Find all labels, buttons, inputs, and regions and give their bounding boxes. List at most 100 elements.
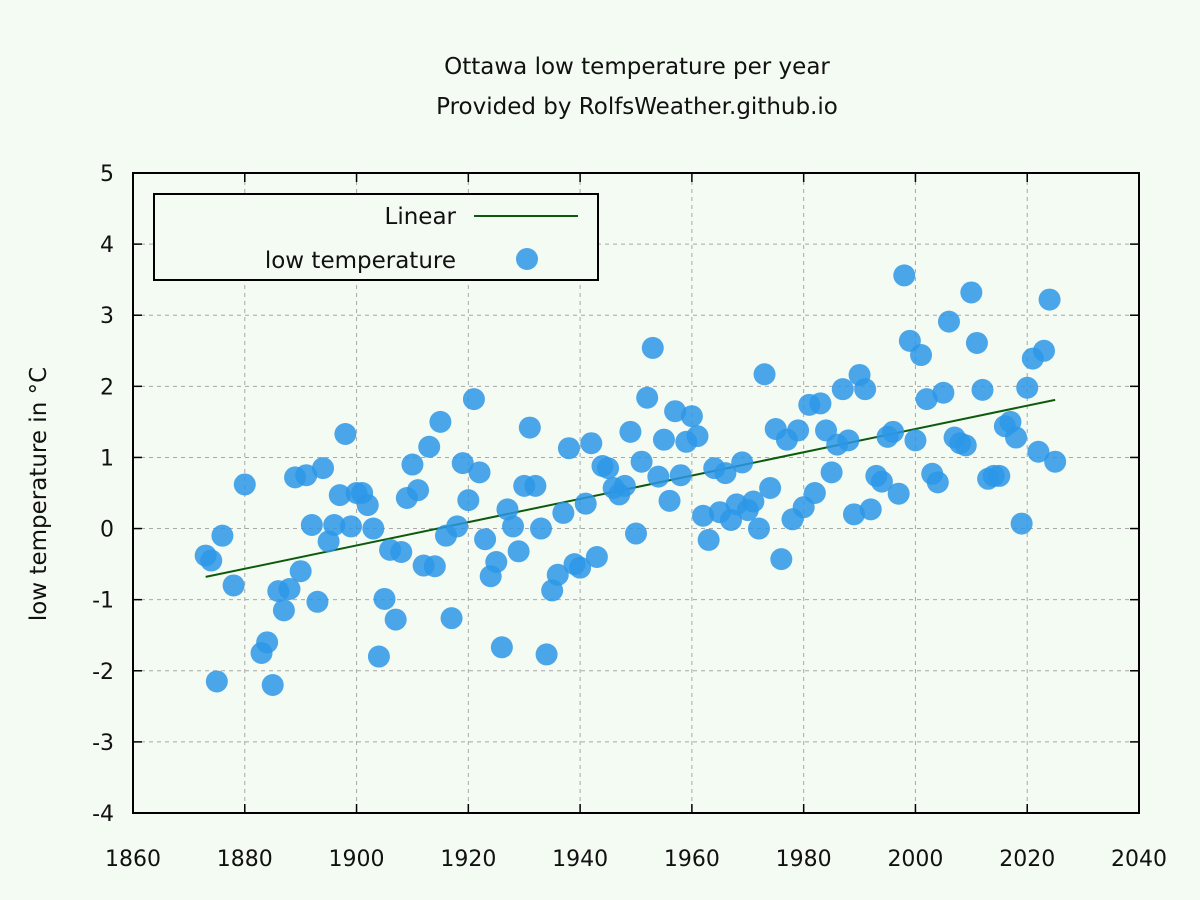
data-point [747,517,770,540]
data-point [323,514,346,536]
data-point [697,528,720,551]
legend-label-linear: Linear [385,204,457,230]
y-tick-label: 4 [100,233,114,258]
data-point [211,524,234,547]
data-point [937,310,960,333]
data-point [328,484,351,507]
legend-label-low-temperature: low temperature [265,248,456,274]
y-tick-label: 2 [100,375,114,400]
data-point [390,541,413,564]
data-point [384,608,407,631]
data-point [859,498,882,521]
data-point [429,410,452,433]
data-point [356,494,379,517]
y-tick-label: -3 [92,731,114,756]
data-point [1010,512,1033,535]
data-point [490,636,513,659]
data-point [803,482,826,504]
data-point [440,607,463,630]
data-point [200,549,223,572]
chart-title: Ottawa low temperature per year [444,54,830,80]
data-point [574,492,597,515]
data-point [300,514,323,536]
legend-swatch-low-temperature [516,248,538,270]
legend: Linear low temperature [153,193,599,281]
data-point [971,378,994,401]
x-tick-label: 2040 [1111,847,1167,872]
data-point [820,461,843,484]
data-point [468,461,491,484]
data-point [418,435,441,458]
data-point [647,465,670,488]
data-point [524,474,547,497]
data-point [910,344,933,367]
data-point [362,517,385,540]
data-point [831,378,854,401]
data-point [1044,450,1067,473]
data-point [619,420,642,443]
data-point [502,515,525,538]
data-point [887,482,910,505]
data-point [669,464,692,487]
data-point [546,563,569,586]
data-point [373,587,396,610]
data-point [960,281,983,304]
y-axis-label: low temperature in °C [26,367,52,621]
data-point [457,489,480,512]
data-point [233,473,256,496]
data-point [401,453,424,476]
plot-frame [132,172,1140,814]
data-point [423,555,446,578]
data-point [893,264,916,287]
data-point [334,422,357,445]
chart-subtitle: Provided by RolfsWeather.github.io [436,94,838,120]
data-point [1032,339,1055,362]
x-tick-label: 1860 [105,847,161,872]
data-point [625,522,647,545]
data-point [837,429,860,452]
data-point [529,517,552,540]
data-point [636,386,659,409]
x-tick-label: 1920 [440,847,496,872]
data-point [652,428,675,451]
data-point [261,674,284,696]
data-point [272,599,295,622]
data-point [854,378,877,401]
data-point [664,400,687,423]
data-point [731,451,754,474]
data-point [770,548,793,571]
data-point [552,501,575,524]
x-tick-label: 1960 [664,847,720,872]
x-tick-label: 2020 [999,847,1055,872]
data-point [787,419,810,442]
y-tick-label: -1 [92,589,114,614]
data-point [658,489,681,512]
data-point [742,490,765,513]
data-point [1038,288,1061,311]
data-point [1016,376,1039,399]
data-point [485,550,508,573]
data-point [965,331,988,354]
data-point [809,392,832,415]
data-point [842,503,865,526]
data-point [580,432,603,455]
data-point [295,464,318,487]
data-point [256,631,279,654]
data-point [569,556,592,579]
data-point [1005,426,1028,449]
data-point [557,437,580,460]
data-point [312,457,335,480]
data-point [759,477,782,500]
data-point [613,474,636,497]
data-point [692,504,715,527]
data-point [641,336,664,359]
data-point [367,645,390,668]
data-point [474,528,497,551]
x-tick-label: 1980 [776,847,832,872]
y-tick-label: -4 [92,802,114,827]
data-point [222,574,245,597]
x-tick-label: 1940 [552,847,608,872]
data-point [451,452,474,475]
